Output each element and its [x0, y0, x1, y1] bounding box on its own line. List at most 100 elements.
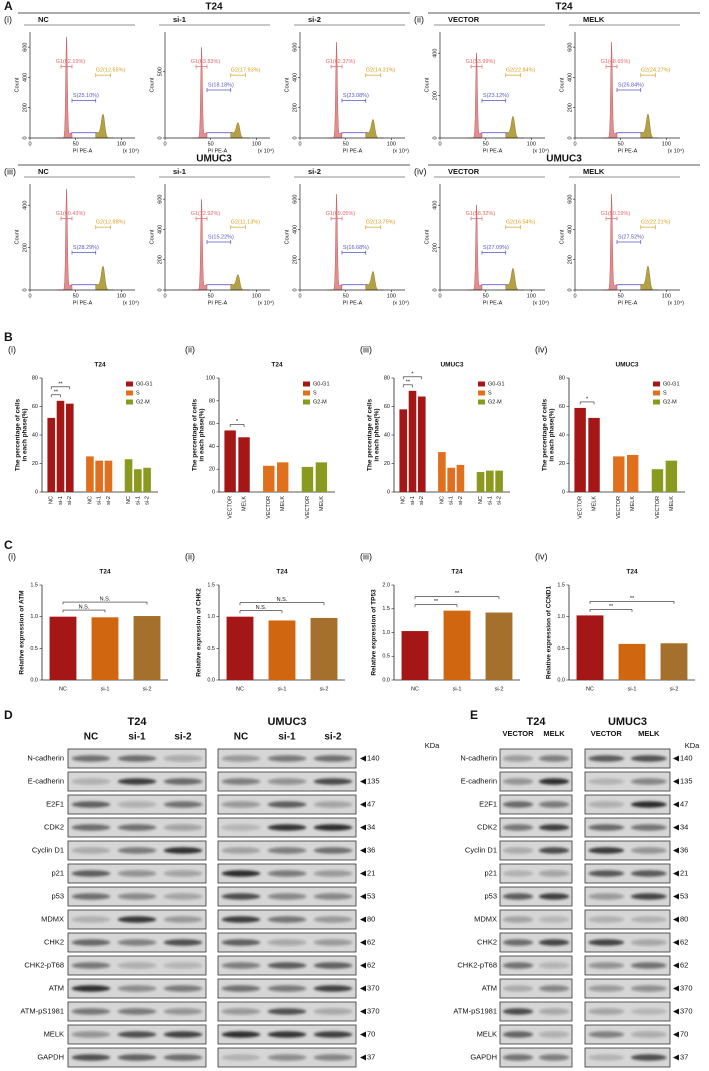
y-axis-label: The percentage of cells [367, 398, 374, 471]
kda-label: 370 [680, 1006, 693, 1015]
y-tick-label: 200 [157, 255, 163, 264]
blot-group-title: T24 [527, 716, 547, 728]
x-tick-label: NC [59, 686, 67, 692]
bar [443, 610, 471, 680]
blot-band [630, 962, 667, 969]
blot-band [163, 1008, 203, 1015]
y-tick-label: 0 [35, 489, 38, 495]
blot-band [267, 1008, 307, 1015]
bar [315, 462, 328, 492]
kda-label: 140 [367, 753, 380, 762]
legend-label: G2-M [663, 399, 677, 405]
blot-band [71, 1008, 111, 1015]
kda-label: 70 [680, 1029, 688, 1038]
kda-arrow [360, 939, 366, 946]
x-axis-unit: (x 10⁴) [393, 299, 410, 306]
x-tick-label: 100 [387, 141, 396, 147]
protein-label: ATM-pS1981 [20, 1006, 64, 1015]
x-tick-label: 0 [298, 293, 301, 299]
histogram-g1 [602, 193, 618, 291]
x-axis-label: PI PE-A [618, 148, 638, 154]
protein-label: CHK2 [477, 937, 497, 946]
panel-roman: (iii) [4, 166, 16, 176]
x-tick-label: 50 [483, 141, 489, 147]
x-tick-label: si-2 [143, 686, 152, 692]
gate-label: G2(12.65%) [96, 68, 126, 74]
blot-band [163, 1054, 203, 1061]
y-axis-label: in each phase(%) [22, 408, 29, 461]
group-title: UMUC3 [546, 154, 582, 165]
legend-swatch [126, 390, 133, 396]
blot-band [267, 778, 307, 785]
x-tick-label: NC [126, 496, 132, 504]
histogram-g1 [467, 204, 483, 291]
blot-band [588, 801, 625, 808]
bar [627, 454, 639, 492]
legend-swatch [653, 381, 660, 387]
blot-band [267, 939, 307, 946]
panel-title: si-1 [173, 15, 186, 24]
y-tick-label: 0 [387, 489, 390, 495]
y-axis-label: Count [14, 229, 20, 244]
blot-strip [584, 794, 671, 815]
bar [226, 616, 254, 680]
kda-arrow [673, 1054, 679, 1061]
gate-label: G2(14.31%) [366, 68, 396, 74]
blot-band [267, 824, 307, 831]
blot-unit: KDa [425, 741, 440, 750]
blot-strip [499, 1001, 573, 1022]
blot-band [538, 824, 570, 831]
bar [574, 407, 586, 492]
bar [268, 620, 296, 680]
x-tick-label: NC [401, 496, 407, 504]
blot-band [588, 870, 625, 877]
y-axis-label: in each phase(%) [374, 408, 381, 461]
x-tick-label: 0 [438, 141, 441, 147]
y-tick-label: 400 [567, 225, 573, 234]
blot-band [538, 1031, 570, 1038]
blot-band [502, 985, 534, 992]
significance-label: N.S. [277, 597, 288, 603]
blot-band [267, 893, 307, 900]
blot-strip [499, 978, 573, 999]
y-tick-label: 600 [567, 195, 573, 204]
legend-label: S [663, 390, 667, 396]
bar [91, 617, 119, 680]
bar [495, 470, 503, 492]
group-title: T24 [205, 2, 223, 13]
blot-strip [499, 794, 573, 815]
bar [124, 459, 133, 492]
protein-label: p21 [51, 868, 64, 877]
kda-label: 62 [680, 960, 688, 969]
y-tick-label: 1.5 [382, 606, 390, 612]
y-axis-label: Relative expression of TP53 [371, 589, 378, 676]
blot-band [163, 847, 203, 854]
x-axis-unit: (x 10⁴) [258, 299, 275, 306]
legend-label: G0-G1 [663, 381, 680, 387]
y-tick-label: 20 [384, 461, 390, 467]
legend-label: G2-M [136, 399, 150, 405]
x-tick-label: VECTOR [578, 496, 584, 519]
blot-band [117, 778, 157, 785]
y-tick-label: 60 [209, 421, 215, 427]
blot-band [313, 824, 353, 831]
blot-band [538, 870, 570, 877]
blot-band [538, 916, 570, 923]
blot-band [221, 755, 261, 762]
blot-band [71, 985, 111, 992]
x-tick-label: 50 [73, 141, 79, 147]
y-tick-label: 1.5 [557, 582, 565, 588]
significance-label: ** [406, 379, 411, 385]
y-tick-label: 400 [292, 73, 298, 82]
protein-label: MDMX [41, 914, 64, 923]
blot-band [630, 824, 667, 831]
histogram-g2 [230, 122, 249, 139]
blot-band [163, 824, 203, 831]
gate-label: S(18.18%) [208, 82, 234, 88]
protein-label: E-cadherin [461, 776, 497, 785]
x-tick-label: 100 [117, 141, 126, 147]
blot-band [221, 985, 261, 992]
blot-band [117, 847, 157, 854]
y-tick-label: 400 [157, 225, 163, 234]
x-tick-label: NC [236, 686, 244, 692]
